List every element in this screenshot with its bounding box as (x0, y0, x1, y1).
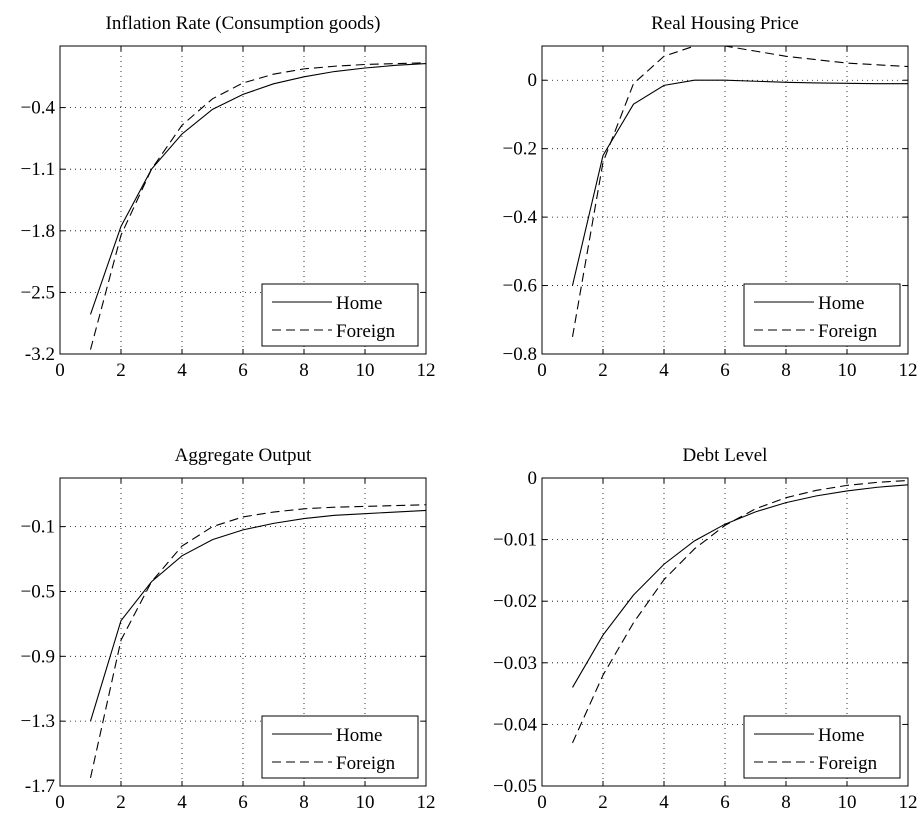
y-tick-label: −0.01 (493, 530, 537, 551)
y-tick-label: −0.04 (493, 714, 537, 735)
legend-box (261, 283, 419, 347)
chart-panel-3: 0 2 4 6 8 10 12 −0.1 −0.5 −0.9 −1.3 -1.7 Aggregate O… (21, 445, 436, 813)
x-tick-label: 2 (116, 792, 126, 813)
y-tick-label: −0.2 (503, 139, 537, 160)
legend-box (261, 715, 419, 779)
y-tick-label: −0.4 (21, 98, 56, 119)
x-tick-label: 6 (238, 792, 248, 813)
series-line-foreign (89, 62, 427, 350)
legend-box (743, 715, 901, 779)
chart-title: Inflation Rate (Consumption goods) (106, 13, 381, 34)
x-tick-label: 8 (299, 360, 309, 381)
y-tick-label: −0.03 (493, 653, 537, 674)
y-tick-label: 0 (528, 70, 538, 91)
x-tick-label: 0 (537, 360, 547, 381)
chart-panel-4: 0 2 4 6 8 10 12 0 −0.01 −0.02 −0.03 −0.04 −0.05 Debt … (493, 445, 917, 813)
chart-title: Debt Level (683, 445, 768, 466)
x-tick-label: 8 (299, 792, 309, 813)
series-line-foreign (89, 504, 427, 779)
x-tick-label: 6 (238, 360, 248, 381)
y-tick-label: −0.02 (493, 591, 537, 612)
series-line-home (571, 79, 908, 286)
legend-label-home: Home (818, 293, 864, 314)
chart-panel-1: 0 2 4 6 8 10 12 −0.4 −1.1 −1.8 −2.5 -3.2 Inflation R… (21, 13, 436, 381)
y-tick-label: −0.9 (21, 646, 55, 667)
x-tick-label: 2 (598, 792, 608, 813)
x-tick-label: 0 (55, 360, 65, 381)
legend-label-home: Home (336, 725, 382, 746)
legend-label-foreign: Foreign (818, 321, 878, 342)
y-tick-label: -3.2 (25, 344, 55, 365)
x-tick-label: 12 (899, 360, 918, 381)
y-tick-label: −0.1 (21, 517, 55, 538)
x-tick-label: 6 (720, 792, 730, 813)
chart-title: Aggregate Output (175, 445, 312, 466)
legend-label-home: Home (818, 725, 864, 746)
series-line-home (89, 509, 427, 722)
x-tick-label: 10 (838, 360, 857, 381)
y-tick-label: −1.8 (21, 221, 55, 242)
x-tick-label: 6 (720, 360, 730, 381)
x-tick-label: 4 (177, 360, 187, 381)
y-tick-label: −0.6 (503, 276, 537, 297)
x-tick-label: 12 (417, 792, 436, 813)
y-tick-label: -1.7 (25, 776, 55, 797)
x-tick-label: 8 (781, 792, 791, 813)
y-tick-label: 0 (528, 468, 538, 489)
legend-label-foreign: Foreign (336, 753, 396, 774)
y-tick-label: −0.8 (503, 344, 537, 365)
y-tick-label: −0.05 (493, 776, 537, 797)
legend: Home Foreign (743, 715, 901, 779)
x-tick-label: 12 (417, 360, 436, 381)
legend-box (743, 283, 901, 347)
x-tick-label: 10 (356, 360, 375, 381)
legend: Home Foreign (261, 283, 419, 347)
chart-panel-2: 0 2 4 6 8 10 12 0 −0.2 −0.4 −0.6 −0.8 Real Housing P… (503, 13, 918, 381)
chart-title: Real Housing Price (651, 13, 799, 34)
legend-label-foreign: Foreign (336, 321, 396, 342)
y-tick-label: −1.3 (21, 711, 55, 732)
legend-label-foreign: Foreign (818, 753, 878, 774)
y-tick-label: −0.4 (503, 207, 538, 228)
series-line-home (572, 484, 909, 688)
y-tick-label: −1.1 (21, 159, 55, 180)
x-tick-label: 10 (838, 792, 857, 813)
series-line-foreign (571, 479, 909, 744)
x-tick-label: 2 (116, 360, 126, 381)
x-tick-label: 4 (659, 360, 669, 381)
x-tick-label: 0 (55, 792, 65, 813)
y-tick-label: −2.5 (21, 282, 55, 303)
series-line-foreign (571, 45, 909, 337)
series-line-home (89, 63, 427, 315)
x-tick-label: 10 (356, 792, 375, 813)
legend-label-home: Home (336, 293, 382, 314)
x-tick-label: 12 (899, 792, 918, 813)
legend: Home Foreign (743, 283, 901, 347)
x-tick-label: 4 (659, 792, 669, 813)
x-tick-label: 8 (781, 360, 791, 381)
x-tick-label: 2 (598, 360, 608, 381)
y-tick-label: −0.5 (21, 581, 55, 602)
x-tick-label: 0 (537, 792, 547, 813)
legend: Home Foreign (261, 715, 419, 779)
x-tick-label: 4 (177, 792, 187, 813)
